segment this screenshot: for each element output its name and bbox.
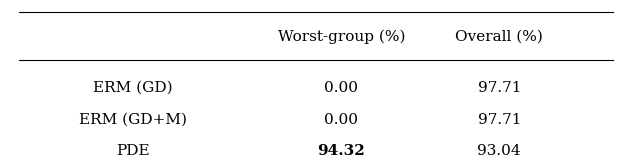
Text: PDE: PDE (116, 144, 150, 158)
Text: 97.71: 97.71 (478, 81, 521, 95)
Text: Overall (%): Overall (%) (455, 30, 544, 43)
Text: 0.00: 0.00 (324, 81, 358, 95)
Text: 97.71: 97.71 (478, 113, 521, 126)
Text: ERM (GD+M): ERM (GD+M) (79, 113, 186, 126)
Text: 93.04: 93.04 (477, 144, 521, 158)
Text: ERM (GD): ERM (GD) (93, 81, 173, 95)
Text: 94.32: 94.32 (317, 144, 365, 158)
Text: Worst-group (%): Worst-group (%) (277, 29, 405, 44)
Text: 0.00: 0.00 (324, 113, 358, 126)
